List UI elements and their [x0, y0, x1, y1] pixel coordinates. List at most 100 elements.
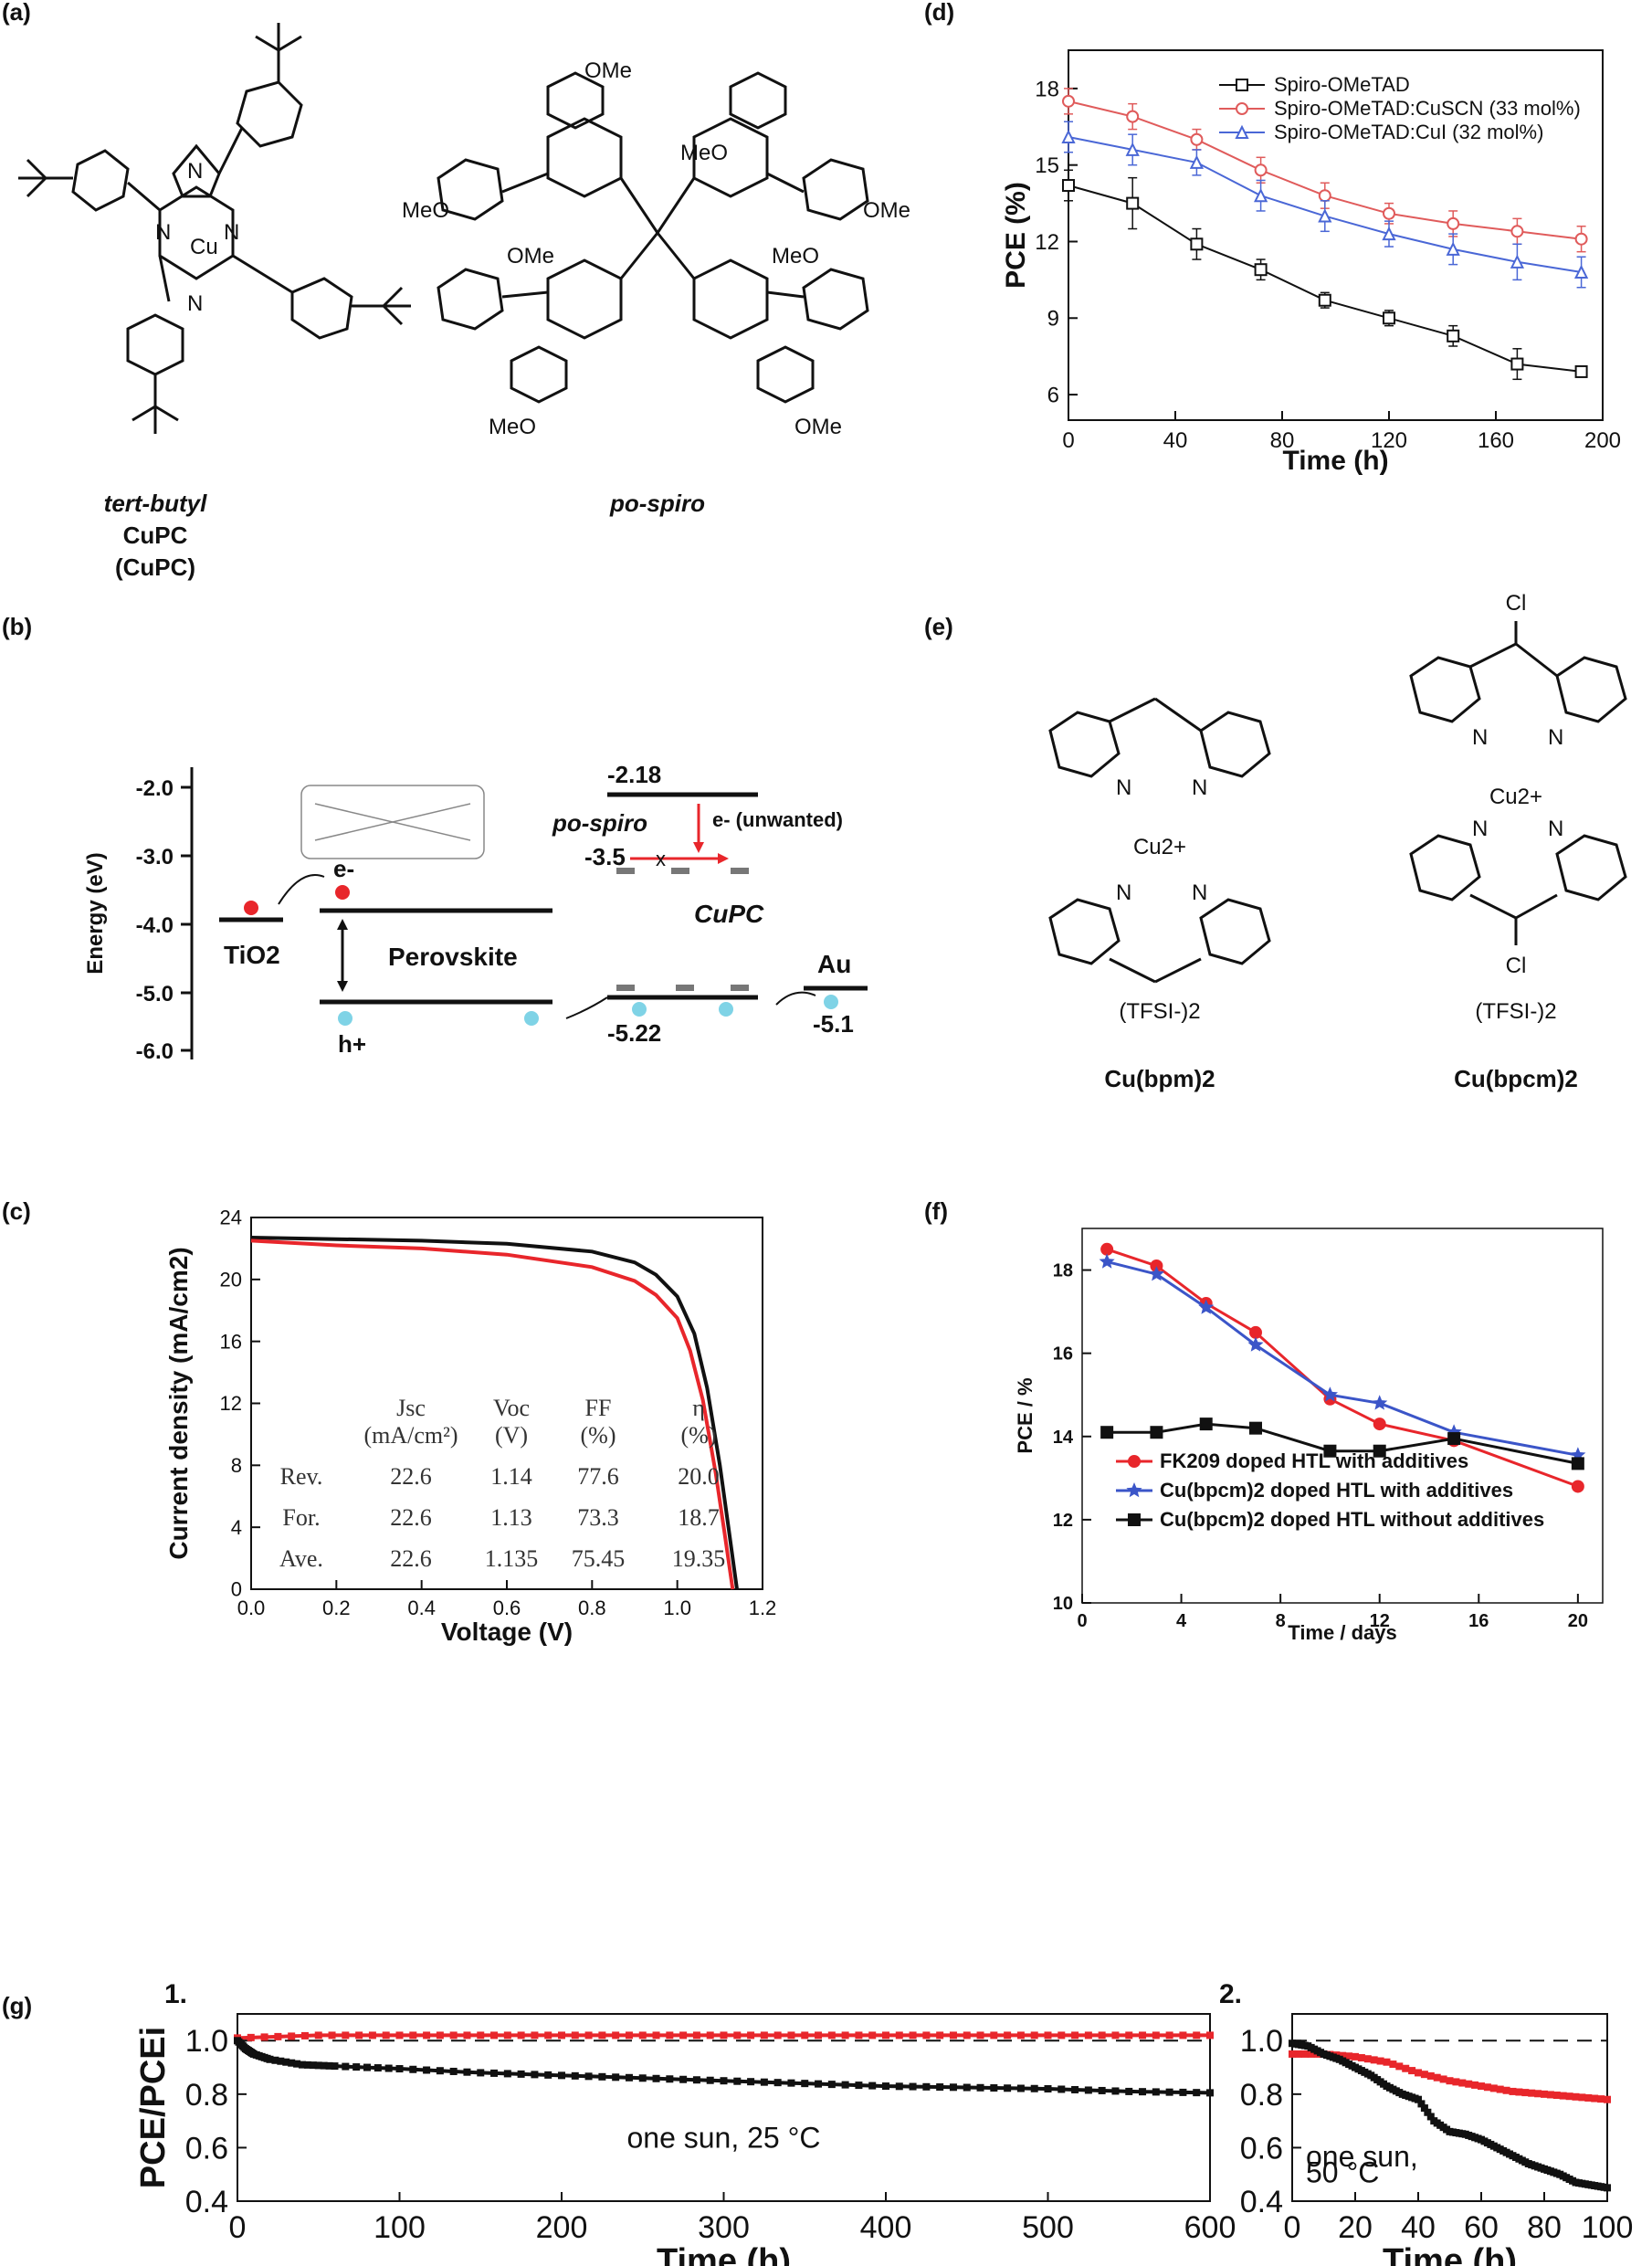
ome-label: OMe [507, 244, 554, 269]
data-point [382, 2031, 390, 2039]
y-tick-label: 18 [1053, 1261, 1073, 1281]
data-point [1424, 2108, 1432, 2116]
table-cell: 1.13 [490, 1504, 532, 1531]
data-point [787, 2031, 795, 2039]
legend-label: Cu(bpcm)2 doped HTL with additives [1160, 1479, 1513, 1502]
x-tick-label: 60 [1464, 2210, 1499, 2245]
cl-atom-label: Cl [1506, 591, 1527, 616]
data-point [855, 2082, 863, 2090]
table-row-label: For. [282, 1504, 320, 1531]
cu-atom-label: Cu [190, 235, 218, 259]
data-point [1206, 2031, 1214, 2039]
data-point [598, 2031, 606, 2039]
x-tick-label: 120 [1371, 428, 1407, 453]
data-point [827, 2081, 836, 2089]
data-point [1061, 129, 1076, 143]
panel-label-c: (c) [2, 1197, 31, 1225]
data-point [1534, 2090, 1542, 2098]
data-point [1345, 2052, 1353, 2060]
data-point [1339, 2051, 1347, 2060]
data-point [368, 2031, 376, 2039]
x-tick-label: 40 [1163, 428, 1188, 453]
data-point [1044, 2085, 1052, 2092]
y-axis-label: PCE/PCEi [134, 2027, 173, 2188]
data-point [612, 2073, 620, 2082]
data-point [1458, 2079, 1467, 2087]
data-point [1597, 2095, 1605, 2103]
data-point [1352, 2052, 1359, 2060]
data-point [1510, 225, 1524, 238]
x-tick-label: 0.2 [322, 1597, 351, 1619]
stability-50c-chart: 0 20 40 60 80 100 0.4 0.6 0.8 1.0 Time (h) 2. one su… [1219, 1979, 1633, 2266]
x-axis-label: Time (h) [1383, 2242, 1517, 2266]
data-point [1128, 1455, 1141, 1468]
data-point [384, 2064, 393, 2072]
table-cell: 22.6 [390, 1504, 432, 1531]
level-218-label: -2.18 [607, 761, 661, 788]
data-point [271, 2056, 279, 2064]
data-point [652, 2074, 660, 2082]
data-point [936, 2031, 944, 2039]
panel-label-d: (d) [924, 0, 954, 26]
data-point [1510, 357, 1524, 371]
table-cell: 75.45 [572, 1545, 626, 1572]
data-point [1236, 79, 1248, 91]
y-tick-label: 8 [231, 1454, 242, 1477]
data-point [342, 2031, 350, 2039]
data-point [625, 2073, 633, 2082]
data-point [1198, 1299, 1215, 1314]
data-point [1099, 1253, 1115, 1269]
data-point [1190, 237, 1204, 251]
data-point [1321, 1386, 1338, 1402]
data-point [1420, 2104, 1428, 2113]
x-tick-label: 80 [1270, 428, 1295, 453]
table-header: FF [585, 1395, 612, 1421]
data-point [395, 2065, 404, 2073]
data-point [1417, 2100, 1426, 2108]
data-point [395, 2031, 404, 2039]
data-point [1126, 196, 1140, 210]
x-tick-label: 8 [1276, 1611, 1286, 1631]
data-point [855, 2031, 863, 2039]
po-spiro-mini-structure [300, 785, 485, 859]
data-point [1236, 102, 1248, 115]
legend-label: Cu(bpcm)2 doped HTL without additives [1160, 1508, 1544, 1531]
data-point [571, 2071, 579, 2080]
x-tick-label: 1.0 [663, 1597, 691, 1619]
data-point [1016, 2031, 1025, 2039]
data-point [1179, 2088, 1187, 2096]
table-cell: 22.6 [390, 1545, 432, 1572]
data-point [1452, 2078, 1460, 2086]
data-point [1126, 110, 1140, 123]
data-point [299, 2060, 306, 2069]
data-point [1502, 2086, 1510, 2094]
data-point [679, 2075, 688, 2083]
cu-bpcm-name: Cu(bpcm)2 [1454, 1065, 1578, 1092]
level-522-label: -5.22 [607, 1019, 661, 1047]
data-point [1111, 2031, 1120, 2039]
data-point [1515, 2088, 1523, 2096]
data-point [352, 2063, 361, 2071]
table-cell: 77.6 [577, 1463, 619, 1490]
x-axis-label: Time (h) [1282, 446, 1388, 476]
data-point [558, 2031, 565, 2039]
series-line [1106, 1248, 1579, 1488]
data-point [1447, 216, 1460, 230]
data-point [266, 2055, 274, 2063]
data-point [293, 2060, 301, 2068]
data-point [1408, 2067, 1416, 2075]
data-point [1100, 1426, 1114, 1439]
panel-label-b: (b) [2, 613, 32, 640]
data-point [733, 2031, 742, 2039]
table-row-label: Ave. [279, 1545, 323, 1572]
data-point [355, 2031, 363, 2039]
data-point [841, 2081, 849, 2089]
x-axis-label: Voltage (V) [441, 1618, 573, 1646]
data-point [331, 2062, 339, 2071]
data-point [1254, 163, 1268, 177]
n-atom-label: N [1472, 817, 1488, 841]
data-point [1439, 2075, 1447, 2083]
au-label: Au [817, 950, 851, 978]
y-tick-label: 0.6 [1240, 2131, 1283, 2166]
